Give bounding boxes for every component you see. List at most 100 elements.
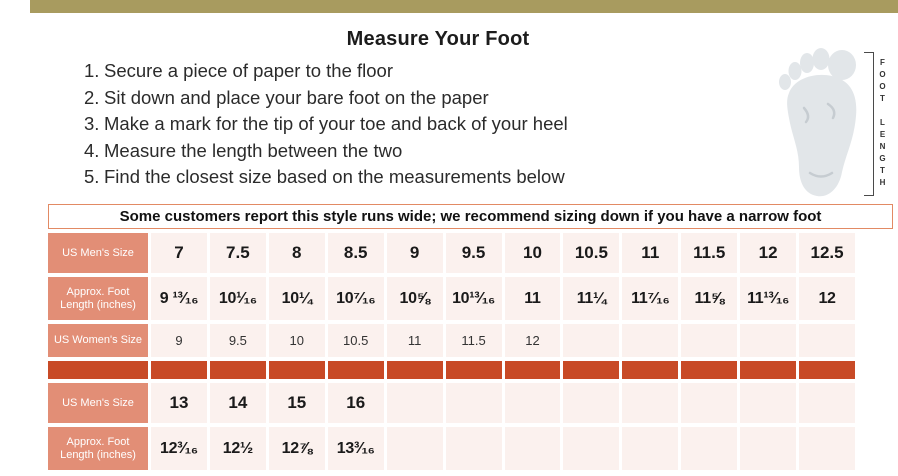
size-cell: 11 <box>504 277 561 320</box>
size-cell: 12 <box>799 277 855 320</box>
size-cell: 9 <box>386 233 443 273</box>
size-cell <box>504 427 561 470</box>
table-row: US Women's Size 9 9.5 10 10.5 11 11.5 12 <box>48 324 855 357</box>
size-cell: 13 <box>151 383 207 423</box>
size-cell: 12.5 <box>799 233 855 273</box>
size-cell <box>504 383 561 423</box>
size-cell: 11 <box>386 324 443 357</box>
size-cell: 11¹³⁄₁₆ <box>740 277 797 320</box>
separator-cell <box>681 361 738 379</box>
table-row: US Men's Size 7 7.5 8 8.5 9 9.5 10 10.5 11 11.5 12 1… <box>48 233 855 273</box>
size-cell: 9.5 <box>209 324 266 357</box>
fit-notice-banner: Some customers report this style runs wi… <box>48 204 893 229</box>
size-cell: 7.5 <box>209 233 266 273</box>
separator-cell <box>386 361 443 379</box>
size-cell: 9 <box>151 324 207 357</box>
size-cell <box>740 427 797 470</box>
foot-length-bracket <box>864 52 874 196</box>
separator-cell <box>209 361 266 379</box>
size-cell <box>740 383 797 423</box>
separator-cell <box>622 361 679 379</box>
size-cell <box>622 324 679 357</box>
size-cell <box>681 324 738 357</box>
row-label-cell: US Men's Size <box>48 233 148 273</box>
foot-length-label-line1: FOOT <box>878 58 887 106</box>
size-cell: 9.5 <box>445 233 502 273</box>
row-label-text: US Men's Size <box>62 246 134 259</box>
size-cell: 10¼ <box>268 277 325 320</box>
size-cell: 7 <box>151 233 207 273</box>
table-row: Approx. Foot Length (inches) 12³⁄₁₆ 12½ 12⅞ 1… <box>48 427 855 470</box>
size-cell: 10⅝ <box>386 277 443 320</box>
size-cell: 11.5 <box>445 324 502 357</box>
foot-illustration-icon <box>779 48 857 197</box>
size-cell: 10 <box>268 324 325 357</box>
size-cell: 8 <box>268 233 325 273</box>
size-cell <box>386 427 443 470</box>
instruction-number: 5. <box>84 166 100 187</box>
size-cell: 16 <box>327 383 384 423</box>
size-cell: 15 <box>268 383 325 423</box>
size-cell: 11.5 <box>681 233 738 273</box>
size-cell <box>681 427 738 470</box>
size-cell <box>445 383 502 423</box>
size-cell: 11⁷⁄₁₆ <box>622 277 679 320</box>
separator-cell <box>445 361 502 379</box>
row-label-text: US Women's Size <box>53 334 143 346</box>
instruction-text: Measure the length between the two <box>104 139 403 161</box>
row-label-text: Length (inches) <box>60 448 136 461</box>
size-cell <box>622 383 679 423</box>
size-cell: 10⁷⁄₁₆ <box>327 277 384 320</box>
instruction-item: 3. Make a mark for the tip of your toe an… <box>84 111 568 138</box>
size-cell <box>622 427 679 470</box>
row-label-cell: Approx. Foot Length (inches) <box>48 427 148 470</box>
size-cell: 8.5 <box>327 233 384 273</box>
row-label-text: Approx. Foot <box>66 435 130 448</box>
size-cell: 12 <box>740 233 797 273</box>
size-cell: 11¼ <box>563 277 620 320</box>
instruction-item: 2. Sit down and place your bare foot on t… <box>84 85 568 112</box>
foot-length-label: FOOT LENGTH <box>878 58 887 190</box>
separator-cell <box>151 361 207 379</box>
size-cell <box>563 324 620 357</box>
separator-cell <box>563 361 620 379</box>
size-cell <box>445 427 502 470</box>
instruction-item: 1. Secure a piece of paper to the floor <box>84 58 568 85</box>
size-cell <box>799 324 855 357</box>
table-row: Approx. Foot Length (inches) 9 ¹³⁄₁₆ 10¹⁄₁₆… <box>48 277 855 320</box>
row-label-cell: US Women's Size <box>48 324 148 357</box>
foot-length-label-line2: LENGTH <box>878 118 887 190</box>
separator-cell <box>504 361 561 379</box>
size-cell <box>799 383 855 423</box>
row-label-text: Approx. Foot <box>66 285 130 298</box>
size-cell: 10¹⁄₁₆ <box>209 277 266 320</box>
page-title: Measure Your Foot <box>346 28 530 50</box>
size-cell: 12⅞ <box>268 427 325 470</box>
size-cell <box>563 427 620 470</box>
row-label-cell: US Men's Size <box>48 383 148 423</box>
foot-length-figure: FOOT LENGTH <box>772 46 894 204</box>
instruction-number: 1. <box>84 60 100 81</box>
size-cell <box>386 383 443 423</box>
size-cell: 10¹³⁄₁₆ <box>445 277 502 320</box>
instruction-number: 4. <box>84 139 100 161</box>
size-chart-table: US Men's Size 7 7.5 8 8.5 9 9.5 10 10.5 11 11.5 12 1… <box>48 233 855 474</box>
row-label-cell <box>48 361 148 379</box>
size-cell: 9 ¹³⁄₁₆ <box>151 277 207 320</box>
size-cell <box>799 427 855 470</box>
instruction-text: Sit down and place your bare foot on the… <box>104 86 489 108</box>
separator-row <box>48 361 855 379</box>
size-cell: 12³⁄₁₆ <box>151 427 207 470</box>
instruction-item: 5. Find the closest size based on the mea… <box>84 164 568 191</box>
size-cell <box>681 383 738 423</box>
instruction-text: Make a mark for the tip of your toe and … <box>104 113 568 134</box>
row-label-cell: Approx. Foot Length (inches) <box>48 277 148 320</box>
separator-cell <box>327 361 384 379</box>
size-cell: 11⅝ <box>681 277 738 320</box>
table-row: US Men's Size 13 14 15 16 <box>48 383 855 423</box>
size-cell: 11 <box>622 233 679 273</box>
instruction-item: 4. Measure the length between the two <box>84 138 568 165</box>
instruction-number: 3. <box>84 113 100 134</box>
separator-cell <box>268 361 325 379</box>
